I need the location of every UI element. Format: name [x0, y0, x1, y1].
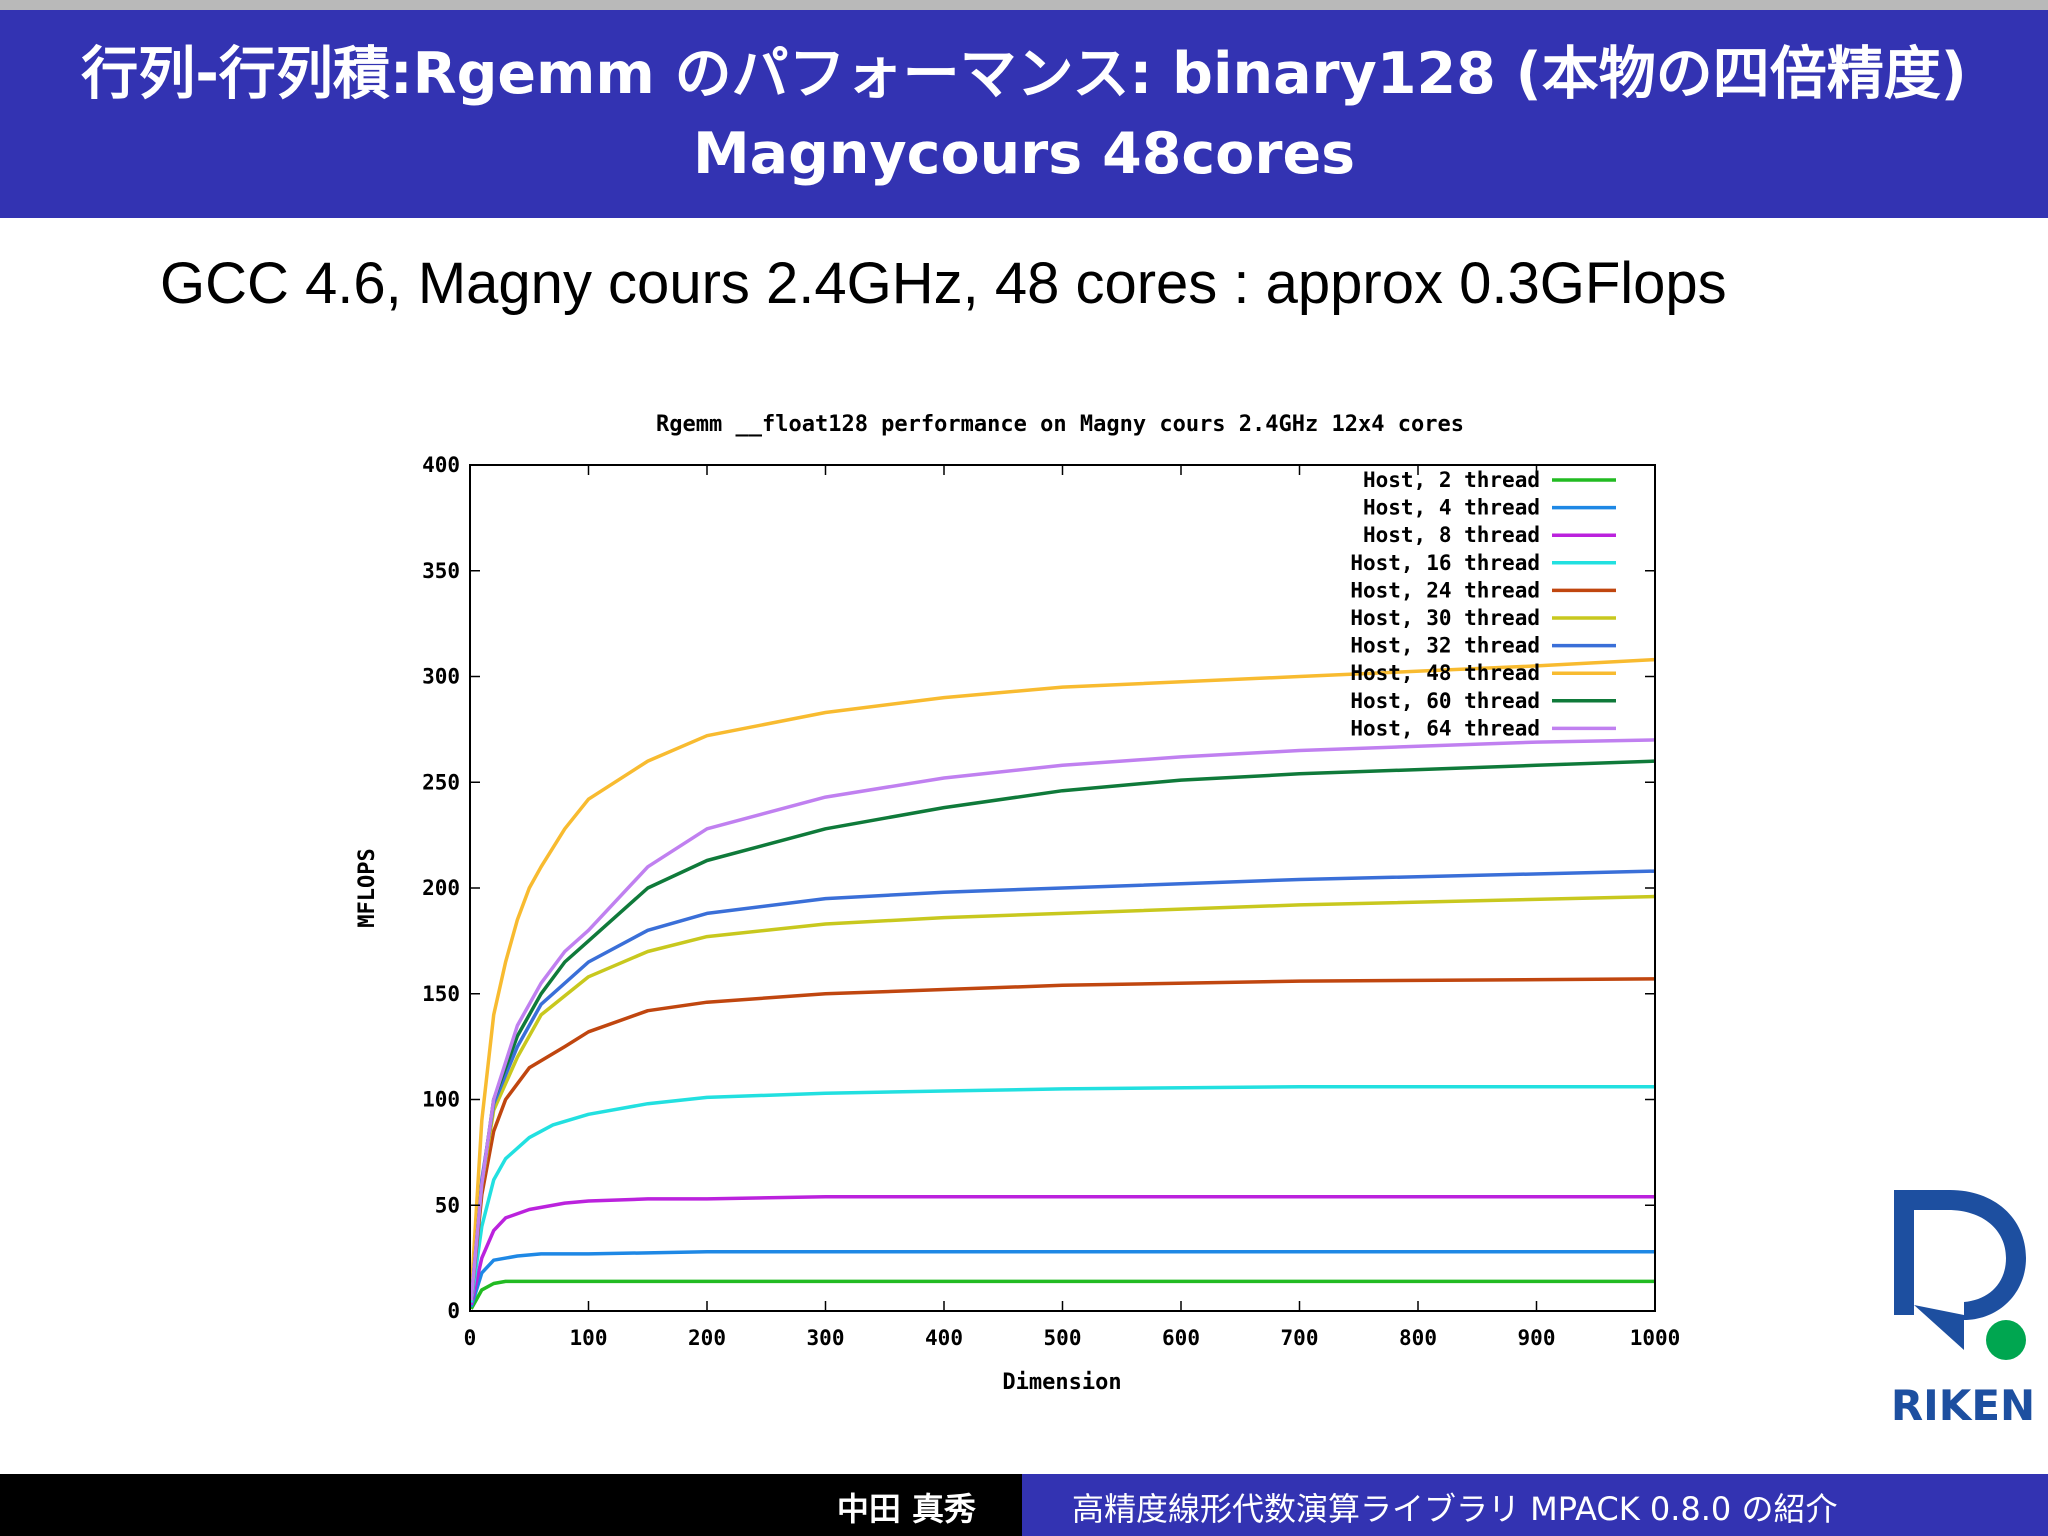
footer-title-box: 高精度線形代数演算ライブラリ MPACK 0.8.0 の紹介 [1022, 1474, 2048, 1536]
series-line-3 [469, 1195, 1655, 1306]
top-edge-line [0, 0, 2048, 10]
slide-footer: 中田 真秀 高精度線形代数演算ライブラリ MPACK 0.8.0 の紹介 [0, 1474, 2048, 1536]
y-tick-label: 350 [422, 559, 460, 583]
x-tick-label: 900 [1518, 1326, 1556, 1350]
y-tick-label: 200 [422, 876, 460, 900]
footer-author-box: 中田 真秀 [0, 1474, 1022, 1536]
chart-title: Rgemm __float128 performance on Magny co… [656, 412, 1464, 437]
series-line-8 [469, 657, 1656, 1295]
riken-logo-stem-icon [1914, 1305, 1964, 1350]
x-tick-label: 0 [464, 1326, 477, 1350]
x-tick-label: 300 [807, 1326, 845, 1350]
slide-header: 行列-行列積:Rgemm のパフォーマンス: binary128 (本物の四倍精… [0, 10, 2048, 218]
y-tick-label: 150 [422, 982, 460, 1006]
legend-label-10: Host, 64 thread [1350, 716, 1540, 740]
legend-label-4: Host, 16 thread [1350, 551, 1540, 575]
series-line-2 [469, 1250, 1655, 1308]
x-tick-label: 600 [1162, 1326, 1200, 1350]
riken-logo-text: RIKEN [1891, 1381, 2035, 1430]
x-tick-label: 800 [1399, 1326, 1437, 1350]
legend-label-7: Host, 32 thread [1350, 634, 1540, 658]
plot-lines [469, 657, 1656, 1310]
series-line-10 [469, 738, 1656, 1301]
series-line-4 [469, 1085, 1655, 1303]
footer-title: 高精度線形代数演算ライブラリ MPACK 0.8.0 の紹介 [1072, 1490, 1838, 1528]
legend-label-6: Host, 30 thread [1350, 606, 1540, 630]
x-axis-label: Dimension [1002, 1370, 1121, 1395]
y-tick-label: 250 [422, 770, 460, 794]
axis-ticks [469, 464, 1656, 1312]
legend-label-3: Host, 8 thread [1363, 523, 1540, 547]
riken-logo-dot-icon [1986, 1320, 2026, 1360]
riken-logo-mark-icon [1894, 1190, 2026, 1320]
performance-chart: Rgemm __float128 performance on Magny co… [355, 412, 1680, 1395]
y-tick-label: 0 [447, 1299, 460, 1323]
y-tick-label: 50 [435, 1193, 460, 1217]
x-tick-label: 100 [570, 1326, 608, 1350]
axis-tick-labels: 0 100 200 300 400 500 600 700 800 900 1000 0 50 100 15… [422, 453, 1680, 1350]
y-tick-label: 100 [422, 1088, 460, 1112]
series-line-6 [469, 894, 1656, 1301]
x-tick-label: 200 [688, 1326, 726, 1350]
footer-author: 中田 真秀 [836, 1490, 976, 1528]
legend-label-9: Host, 60 thread [1350, 689, 1540, 713]
series-line-5 [469, 977, 1656, 1301]
x-tick-label: 1000 [1630, 1326, 1681, 1350]
y-tick-label: 300 [422, 665, 460, 689]
series-line-1 [469, 1279, 1655, 1310]
y-tick-label: 400 [422, 453, 460, 477]
series-line-9 [469, 759, 1656, 1301]
riken-logo: RIKEN [1891, 1190, 2035, 1430]
slide-subtitle: GCC 4.6, Magny cours 2.4GHz, 48 cores : … [160, 251, 1727, 316]
slide-title: 行列-行列積:Rgemm のパフォーマンス: binary128 (本物の四倍精… [81, 41, 1967, 187]
x-tick-label: 500 [1044, 1326, 1082, 1350]
legend-label-1: Host, 2 thread [1363, 468, 1540, 492]
chart-legend: Host, 2 thread Host, 4 thread Host, 8 thre… [1350, 468, 1616, 740]
legend-label-2: Host, 4 thread [1363, 496, 1540, 520]
x-tick-label: 700 [1281, 1326, 1319, 1350]
x-tick-label: 400 [925, 1326, 963, 1350]
legend-label-5: Host, 24 thread [1350, 578, 1540, 602]
y-axis-label: MFLOPS [355, 848, 380, 927]
legend-label-8: Host, 48 thread [1350, 661, 1540, 685]
